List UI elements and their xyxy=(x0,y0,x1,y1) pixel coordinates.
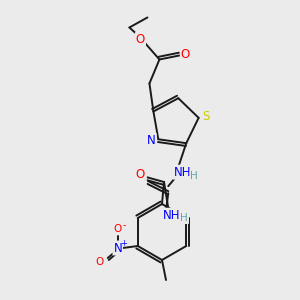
Text: O: O xyxy=(114,224,122,234)
Text: H: H xyxy=(180,213,188,223)
Text: O: O xyxy=(136,33,145,46)
Text: NH: NH xyxy=(173,166,191,179)
Text: S: S xyxy=(139,172,146,185)
Text: O: O xyxy=(181,48,190,61)
Text: O: O xyxy=(135,169,145,182)
Text: N: N xyxy=(147,134,156,147)
Text: +: + xyxy=(120,238,127,247)
Text: O: O xyxy=(96,257,104,267)
Text: -: - xyxy=(123,220,127,230)
Text: NH: NH xyxy=(163,209,180,222)
Text: N: N xyxy=(113,242,122,254)
Text: H: H xyxy=(190,171,198,181)
Text: S: S xyxy=(202,110,209,123)
